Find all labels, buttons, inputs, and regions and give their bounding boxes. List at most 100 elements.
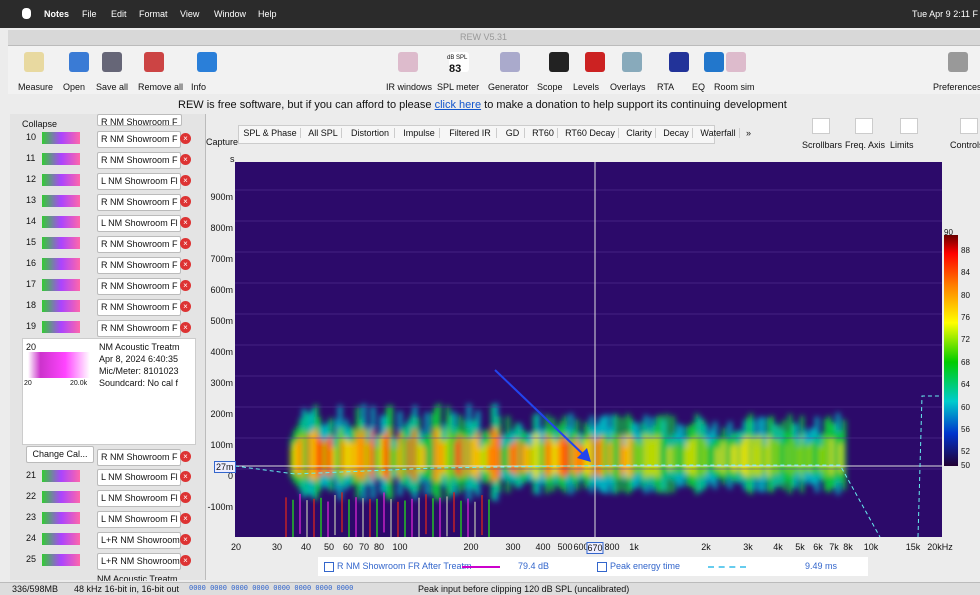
- graph-tab[interactable]: Clarity: [623, 128, 656, 138]
- toolbar-button[interactable]: SPL meter: [437, 82, 479, 92]
- remove-button[interactable]: ×: [180, 154, 191, 165]
- measurement-name[interactable]: R NM Showroom F: [97, 194, 181, 211]
- x-tick-label: 10k: [864, 542, 879, 552]
- remove-button[interactable]: ×: [180, 471, 191, 482]
- remove-button[interactable]: ×: [180, 322, 191, 333]
- low-stripe: [432, 498, 434, 537]
- remove-button[interactable]: ×: [180, 301, 191, 312]
- remove-button[interactable]: ×: [180, 513, 191, 524]
- menu-item[interactable]: View: [180, 9, 199, 19]
- band-inner: [758, 436, 761, 477]
- spectrogram: [235, 162, 942, 537]
- measurement-name[interactable]: R NM Showroom F: [97, 320, 181, 337]
- change-cal-button[interactable]: Change Cal...: [26, 446, 94, 463]
- x-tick-label: 6k: [813, 542, 823, 552]
- low-stripe: [327, 502, 329, 537]
- toolbar-button[interactable]: Scope: [537, 82, 563, 92]
- remove-button[interactable]: ×: [180, 133, 191, 144]
- measurement-name[interactable]: R NM Showroom F: [97, 152, 181, 169]
- remove-button[interactable]: ×: [180, 196, 191, 207]
- measurement-thumb: [42, 132, 80, 144]
- graph-tool[interactable]: Freq. Axis: [845, 140, 885, 150]
- low-stripe: [306, 500, 308, 537]
- tab-more[interactable]: »: [746, 128, 751, 138]
- legend-swatch: [708, 566, 746, 568]
- measurement-name[interactable]: R NM Showroom F: [97, 236, 181, 253]
- toolbar-button[interactable]: Open: [63, 82, 85, 92]
- toolbar-button[interactable]: Remove all: [138, 82, 183, 92]
- toolbar-button[interactable]: RTA: [657, 82, 674, 92]
- graph-tab[interactable]: GD: [501, 128, 525, 138]
- capture-button[interactable]: Capture: [206, 137, 238, 147]
- band-inner: [704, 440, 707, 475]
- toolbar-button[interactable]: Overlays: [610, 82, 646, 92]
- band-inner: [299, 437, 302, 477]
- donate-link[interactable]: click here: [435, 99, 481, 111]
- graph-tab[interactable]: SPL & Phase: [240, 128, 301, 138]
- measurement-name[interactable]: R NM Showroom F: [97, 131, 181, 148]
- measurement-number: 23: [26, 512, 36, 522]
- menu-item[interactable]: Help: [258, 9, 277, 19]
- measurement-name[interactable]: L NM Showroom Fl: [97, 511, 181, 528]
- graph-tab[interactable]: Distortion: [346, 128, 395, 138]
- remove-button[interactable]: ×: [180, 492, 191, 503]
- band-inner: [305, 433, 308, 478]
- toolbar-button[interactable]: Preferences: [933, 82, 980, 92]
- toolbar-button[interactable]: EQ: [692, 82, 705, 92]
- band-inner: [467, 428, 470, 481]
- remove-button[interactable]: ×: [180, 555, 191, 566]
- measurement-number: 19: [26, 321, 36, 331]
- measurement-name[interactable]: L NM Showroom Fl: [97, 469, 181, 486]
- collapse-button[interactable]: Collapse: [22, 119, 57, 129]
- measurement-name[interactable]: L+R NM Showroom: [97, 532, 181, 549]
- graph-tab[interactable]: All SPL: [305, 128, 342, 138]
- clock: Tue Apr 9 2:11 F: [912, 9, 978, 19]
- measurement-name[interactable]: L NM Showroom Fl: [97, 215, 181, 232]
- measurement-name[interactable]: R NM Showroom F: [97, 299, 181, 316]
- graph-tab[interactable]: RT60: [529, 128, 558, 138]
- menu-item[interactable]: Format: [139, 9, 168, 19]
- menu-item[interactable]: File: [82, 9, 97, 19]
- toolbar-button[interactable]: Save all: [96, 82, 128, 92]
- color-scale-label: 90: [944, 228, 953, 237]
- measurement-name[interactable]: L NM Showroom Fl: [97, 490, 181, 507]
- menu-item[interactable]: Edit: [111, 9, 127, 19]
- graph-tool[interactable]: Limits: [890, 140, 914, 150]
- remove-button[interactable]: ×: [180, 451, 191, 462]
- band-inner: [446, 429, 449, 480]
- measurement-name[interactable]: R NM Showroom F: [97, 449, 181, 466]
- graph-tab[interactable]: RT60 Decay: [562, 128, 619, 138]
- remove-button[interactable]: ×: [180, 175, 191, 186]
- band-inner: [833, 439, 836, 474]
- remove-button[interactable]: ×: [180, 534, 191, 545]
- graph-tab[interactable]: Filtered IR: [444, 128, 497, 138]
- color-scale-label: 84: [961, 268, 970, 277]
- y-unit: s: [230, 154, 235, 164]
- measurement-name[interactable]: L NM Showroom Fl: [97, 173, 181, 190]
- toolbar-button[interactable]: IR windows: [386, 82, 432, 92]
- legend-series: R NM Showroom FR After Treatm: [337, 561, 472, 571]
- measurement-name[interactable]: L+R NM Showroom: [97, 553, 181, 570]
- menu-item[interactable]: Window: [214, 9, 246, 19]
- toolbar-button[interactable]: Measure: [18, 82, 53, 92]
- graph-tab[interactable]: Decay: [660, 128, 693, 138]
- toolbar-button[interactable]: Generator: [488, 82, 529, 92]
- toolbar-button[interactable]: Room sim: [714, 82, 755, 92]
- measurement-detail: Apr 8, 2024 6:40:35: [99, 354, 178, 364]
- remove-button[interactable]: ×: [180, 280, 191, 291]
- toolbar-button[interactable]: Info: [191, 82, 206, 92]
- graph-tab[interactable]: Waterfall: [697, 128, 740, 138]
- measurement-name[interactable]: R NM Showroom F: [97, 278, 181, 295]
- measurement-name[interactable]: R NM Showroom F: [97, 257, 181, 274]
- remove-button[interactable]: ×: [180, 238, 191, 249]
- legend-checkbox[interactable]: [324, 562, 334, 572]
- toolbar-button[interactable]: Levels: [573, 82, 599, 92]
- remove-button[interactable]: ×: [180, 259, 191, 270]
- graph-tool[interactable]: Scrollbars: [802, 140, 842, 150]
- low-stripe: [376, 499, 378, 537]
- legend-checkbox[interactable]: [597, 562, 607, 572]
- band-inner: [644, 435, 647, 478]
- graph-tab[interactable]: Impulse: [399, 128, 440, 138]
- remove-button[interactable]: ×: [180, 217, 191, 228]
